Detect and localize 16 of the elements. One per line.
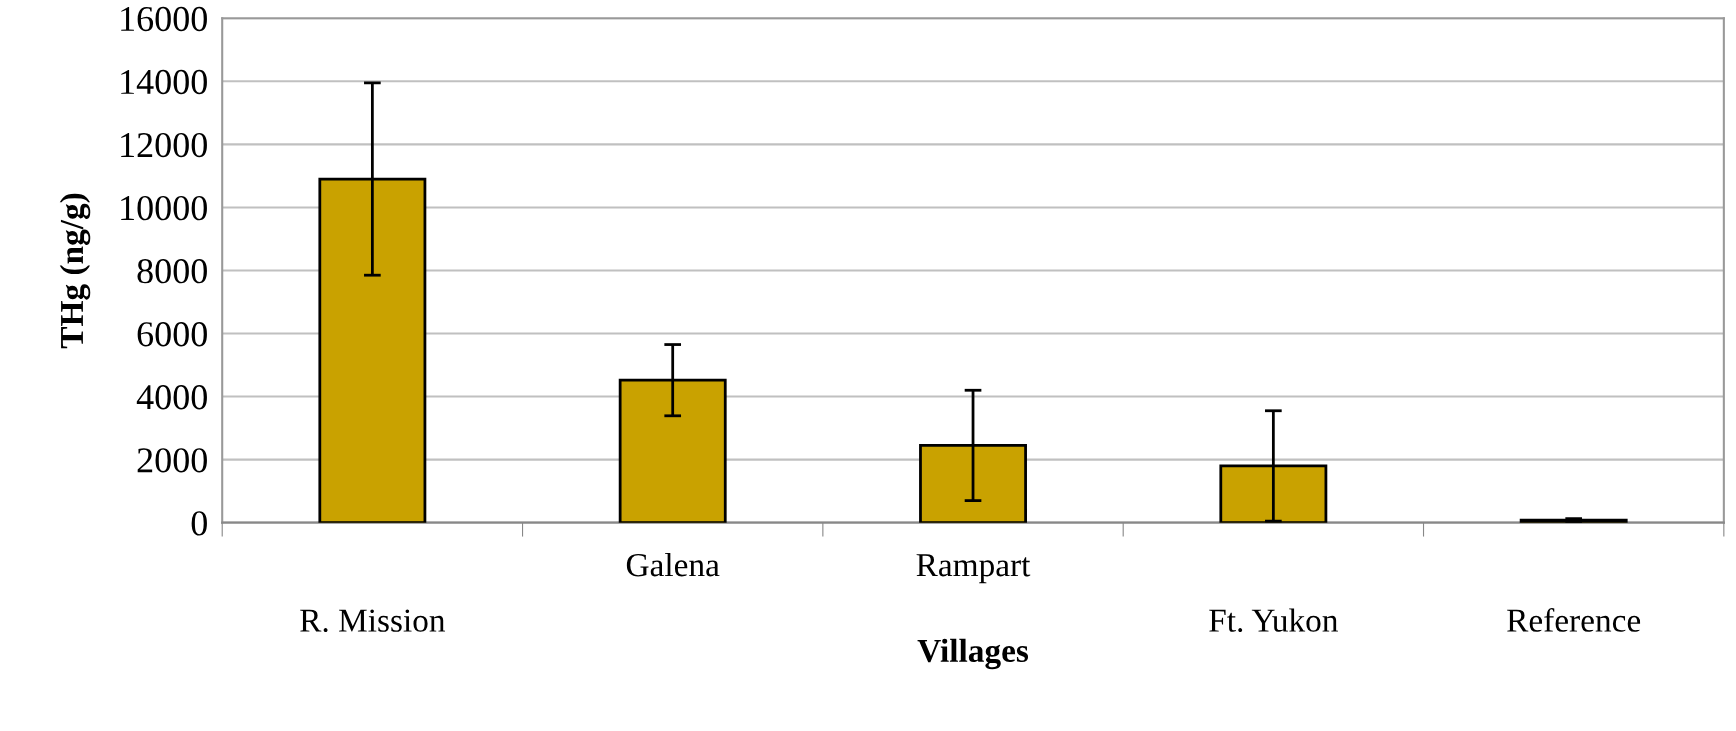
x-tick-label: Ft. Yukon [1209,608,1338,633]
y-tick-label: 2000 [137,448,207,473]
y-tick-label: 12000 [121,132,207,158]
x-tick-label: Rampart [916,554,1031,584]
x-tick-label: Reference [1507,608,1641,632]
y-tick-label: 16000 [121,6,207,32]
y-axis-title: THg (ng/g) [59,193,91,349]
x-tick-label: R. Mission [300,609,446,633]
y-tick-label: 6000 [137,322,207,347]
y-tick-label: 4000 [136,385,207,410]
x-tick-label: Galena [626,552,720,577]
y-tick-label: 14000 [121,69,207,95]
y-tick-label: 8000 [137,258,207,284]
x-axis-title: Villages [917,638,1029,670]
y-tick-label: 10000 [121,195,207,221]
y-tick-label: 0 [191,511,207,536]
